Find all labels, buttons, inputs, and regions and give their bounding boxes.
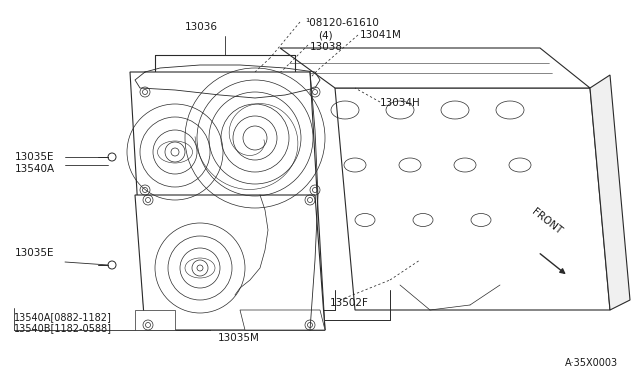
Text: 13520: 13520 [220, 283, 253, 293]
Text: 13034H: 13034H [380, 98, 420, 108]
Text: 13540A[0882-1182]: 13540A[0882-1182] [14, 312, 112, 322]
Text: 13041M: 13041M [360, 30, 402, 40]
Text: 13502F: 13502F [330, 298, 369, 308]
Text: 13036: 13036 [185, 22, 218, 32]
Polygon shape [130, 72, 325, 330]
Text: (4): (4) [318, 30, 333, 40]
Text: 13038: 13038 [310, 42, 343, 52]
Text: 13521M: 13521M [143, 78, 185, 88]
Polygon shape [280, 48, 590, 88]
Text: 13540A: 13540A [15, 164, 55, 174]
Text: 13035E: 13035E [15, 248, 54, 258]
Polygon shape [590, 75, 630, 310]
Text: 13521: 13521 [232, 296, 265, 306]
Text: ¹08120-61610: ¹08120-61610 [305, 18, 379, 28]
Text: 13036F: 13036F [233, 196, 272, 206]
Text: 13540B[1182-0588]: 13540B[1182-0588] [14, 323, 112, 333]
Polygon shape [135, 310, 175, 330]
Polygon shape [135, 195, 325, 330]
Polygon shape [335, 88, 610, 310]
Text: 13036E: 13036E [236, 183, 275, 193]
Text: 13520M: 13520M [255, 283, 297, 293]
Text: 13035E: 13035E [15, 152, 54, 162]
Text: A·35X0003: A·35X0003 [565, 358, 618, 368]
Polygon shape [240, 310, 325, 330]
Text: 13035M: 13035M [218, 333, 260, 343]
Text: FRONT: FRONT [530, 206, 564, 236]
